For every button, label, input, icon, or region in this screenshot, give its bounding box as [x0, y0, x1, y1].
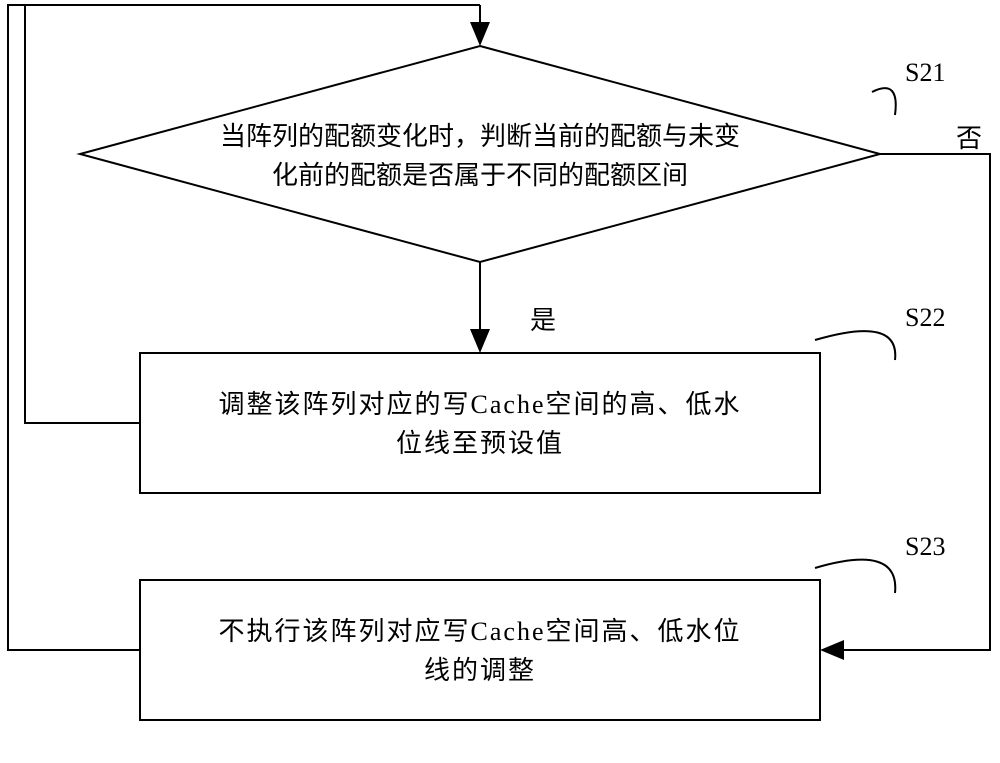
adjust-text: 调整该阵列对应的写Cache空间的高、低水 位线至预设值	[160, 385, 800, 463]
flowchart-container: 当阵列的配额变化时，判断当前的配额与未变 化前的配额是否属于不同的配额区间 调整…	[0, 0, 1000, 763]
decision-text: 当阵列的配额变化时，判断当前的配额与未变 化前的配额是否属于不同的配额区间	[180, 117, 780, 195]
no-label: 否	[956, 118, 982, 155]
no-adjust-text: 不执行该阵列对应写Cache空间高、低水位 线的调整	[160, 612, 800, 690]
yes-label: 是	[530, 300, 556, 337]
step-label-s22: S22	[905, 303, 945, 333]
step-label-s21: S21	[905, 58, 945, 88]
step-label-s23: S23	[905, 532, 945, 562]
